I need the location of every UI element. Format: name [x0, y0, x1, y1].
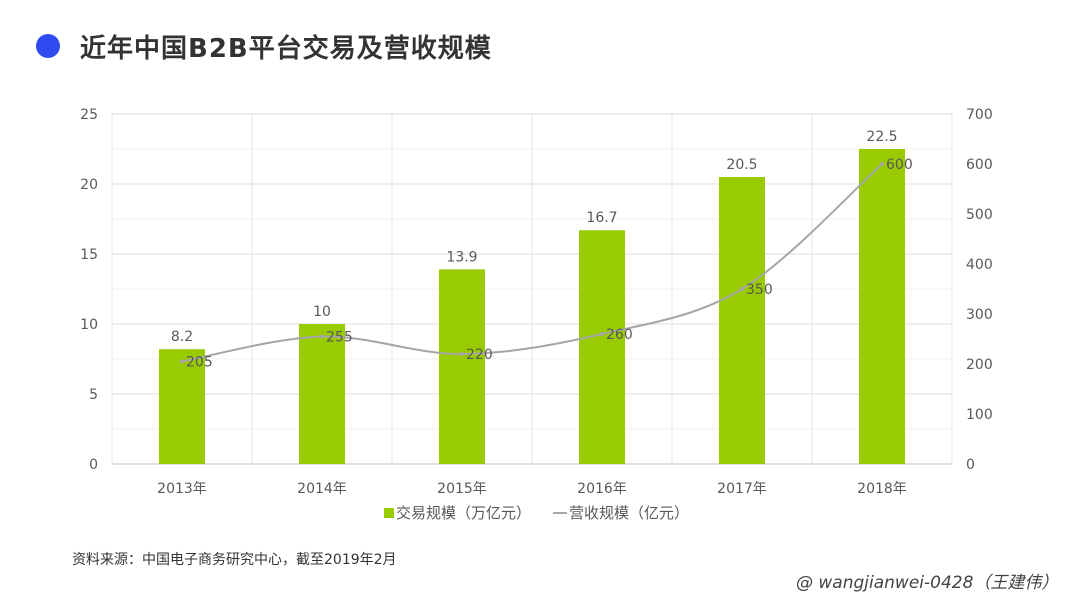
line-data-label: 260: [606, 327, 633, 343]
line-point: [460, 352, 464, 356]
y-right-tick-label: 600: [966, 157, 993, 173]
combo-chart: 0 5 10 15 20 25 0 100 200 300 400 500 600 700 2013年 201…: [80, 107, 993, 522]
x-tick-label: 2016年: [577, 481, 627, 497]
line-point: [320, 334, 324, 339]
legend-line-label: 营收规模（亿元）: [569, 504, 689, 522]
x-tick-label: 2013年: [157, 481, 207, 497]
line-data-label: 205: [186, 355, 213, 371]
line-data-label: 600: [886, 157, 913, 173]
bar-data-label: 13.9: [446, 249, 477, 265]
x-tick-label: 2015年: [437, 481, 487, 497]
y-left-tick-label: 15: [80, 247, 98, 263]
bar-data-label: 10: [313, 304, 331, 320]
line-point: [880, 162, 884, 166]
line-point: [600, 332, 604, 336]
y-right-tick-label: 400: [966, 257, 993, 273]
x-tick-label: 2018年: [857, 481, 907, 497]
line-series: [181, 163, 883, 363]
x-tick-label: 2014年: [297, 481, 347, 497]
y-right-tick-label: 100: [966, 407, 993, 423]
bar-data-label: 8.2: [171, 329, 193, 345]
legend-bar-swatch: [384, 508, 394, 518]
y-right-tick-label: 300: [966, 307, 993, 323]
bar-data-label: 22.5: [866, 129, 897, 145]
y-left-tick-label: 0: [89, 457, 98, 473]
x-tick-label: 2017年: [717, 481, 767, 497]
line-point: [180, 359, 184, 364]
line-point: [740, 287, 744, 291]
bar-data-label: 16.7: [586, 210, 617, 226]
bar: [159, 349, 205, 464]
y-left-tick-label: 20: [80, 177, 98, 193]
bar: [299, 324, 345, 464]
y-left-tick-label: 5: [89, 387, 98, 403]
page-title: 近年中国B2B平台交易及营收规模: [80, 34, 492, 64]
bar: [719, 177, 765, 464]
y-left-tick-label: 25: [80, 107, 98, 123]
line-data-label: 220: [466, 347, 493, 363]
title-bullet-icon: [36, 34, 60, 58]
bar: [859, 149, 905, 464]
watermark: @ wangjianwei-0428（王建伟）: [796, 573, 1059, 593]
y-right-tick-label: 500: [966, 207, 993, 223]
y-left-tick-label: 10: [80, 317, 98, 333]
bar: [439, 269, 485, 464]
legend-bar-label: 交易规模（万亿元）: [396, 504, 531, 522]
bar-data-label: 20.5: [726, 157, 757, 173]
line-data-label: 350: [746, 282, 773, 298]
source-note: 资料来源：中国电子商务研究中心，截至2019年2月: [72, 552, 397, 568]
y-right-tick-label: 200: [966, 357, 993, 373]
line-data-label: 255: [326, 330, 353, 346]
y-right-tick-label: 700: [966, 107, 993, 123]
y-right-tick-label: 0: [966, 457, 975, 473]
bar: [579, 230, 625, 464]
